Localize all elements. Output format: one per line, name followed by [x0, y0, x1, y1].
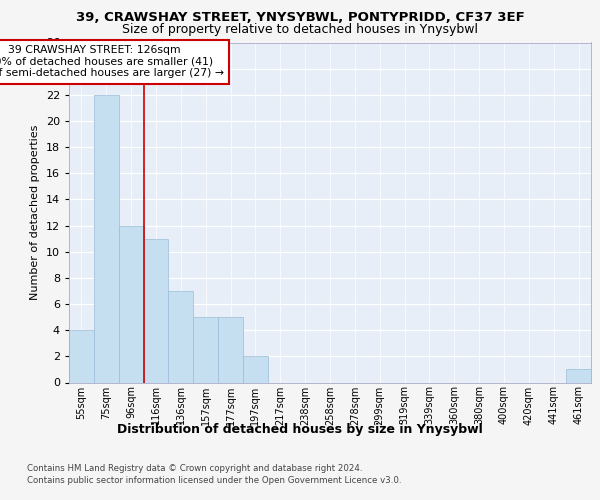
Text: Contains HM Land Registry data © Crown copyright and database right 2024.: Contains HM Land Registry data © Crown c…: [27, 464, 362, 473]
Bar: [143, 238, 169, 382]
Bar: [119, 226, 143, 382]
Bar: [243, 356, 268, 382]
Bar: [169, 291, 193, 382]
Bar: [218, 317, 243, 382]
Bar: [193, 317, 218, 382]
Text: 39 CRAWSHAY STREET: 126sqm
← 60% of detached houses are smaller (41)
40% of semi: 39 CRAWSHAY STREET: 126sqm ← 60% of deta…: [0, 45, 224, 78]
Y-axis label: Number of detached properties: Number of detached properties: [30, 125, 40, 300]
Bar: [566, 370, 591, 382]
Bar: [94, 95, 119, 382]
Text: Distribution of detached houses by size in Ynysybwl: Distribution of detached houses by size …: [117, 422, 483, 436]
Bar: [69, 330, 94, 382]
Text: Size of property relative to detached houses in Ynysybwl: Size of property relative to detached ho…: [122, 23, 478, 36]
Text: Contains public sector information licensed under the Open Government Licence v3: Contains public sector information licen…: [27, 476, 401, 485]
Text: 39, CRAWSHAY STREET, YNYSYBWL, PONTYPRIDD, CF37 3EF: 39, CRAWSHAY STREET, YNYSYBWL, PONTYPRID…: [76, 11, 524, 24]
